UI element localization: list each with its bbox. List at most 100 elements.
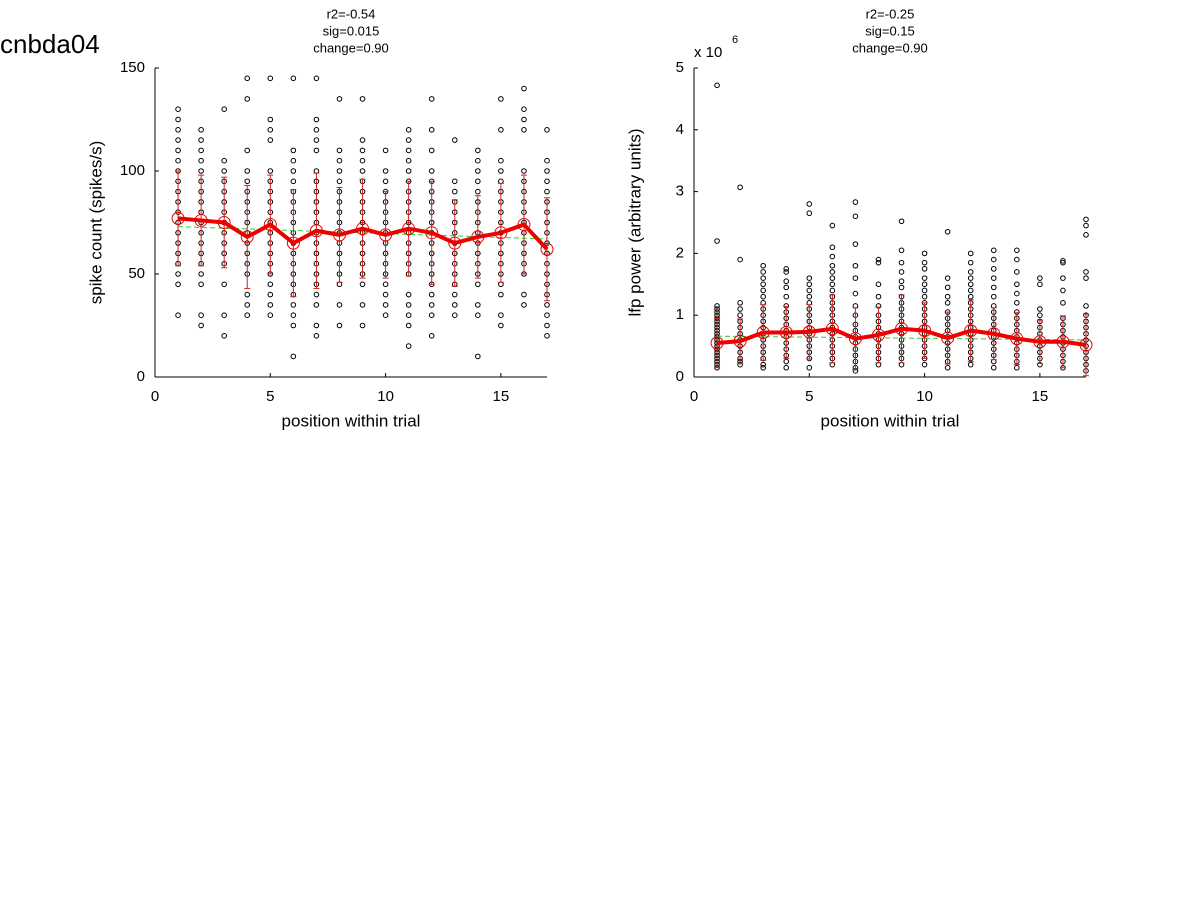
mean-marker: [356, 222, 370, 236]
trial-point: [967, 281, 974, 288]
trial-point: [313, 302, 320, 308]
trial-point: [313, 147, 320, 154]
mean-marker: [779, 326, 793, 340]
trial-point: [783, 293, 790, 300]
mean-marker: [171, 211, 185, 225]
chart-title: sig=0.15: [865, 23, 915, 38]
mean-marker: [194, 213, 208, 227]
trial-point: [175, 127, 181, 133]
mean-marker: [286, 236, 300, 250]
trial-point: [290, 168, 297, 174]
trial-point: [544, 302, 550, 308]
trial-point: [829, 275, 836, 281]
x-tick-label: 15: [493, 388, 510, 405]
trial-point: [428, 302, 435, 308]
mean-marker: [309, 224, 323, 238]
trial-point: [544, 157, 550, 164]
trial-point: [405, 312, 412, 319]
trial-point: [221, 157, 227, 164]
trial-point: [544, 312, 550, 319]
trial-point: [1083, 303, 1089, 309]
trial-point: [875, 256, 882, 263]
trial-point: [405, 127, 412, 133]
trial-point: [714, 238, 720, 244]
trial-point: [475, 353, 481, 360]
trial-point: [475, 157, 481, 164]
trial-point: [267, 291, 274, 298]
y-tick-label: 1: [676, 306, 684, 323]
trial-point: [313, 137, 320, 143]
trial-point: [783, 364, 790, 371]
figure-title: cnbda04: [0, 29, 100, 59]
trial-point: [990, 293, 997, 300]
chart-title: r2=-0.54: [327, 6, 376, 21]
trial-point: [267, 127, 274, 133]
trial-point: [451, 291, 458, 298]
trial-point: [852, 275, 859, 281]
trial-point: [382, 302, 389, 308]
y-tick-label: 50: [128, 265, 145, 282]
trial-point: [382, 178, 389, 185]
trial-point: [267, 312, 274, 319]
trial-point: [451, 137, 458, 143]
trial-point: [244, 96, 251, 102]
trial-point: [382, 312, 389, 319]
y-tick-label: 5: [676, 59, 684, 76]
mean-marker: [1033, 335, 1047, 349]
trial-point: [760, 275, 766, 281]
trial-point: [737, 306, 743, 312]
trial-point: [1014, 247, 1020, 254]
trial-point: [714, 82, 720, 89]
trial-point: [990, 275, 997, 281]
trial-point: [475, 178, 481, 185]
trial-point: [1037, 306, 1043, 312]
trial-point: [475, 168, 481, 174]
trial-point: [428, 312, 435, 319]
trial-point: [336, 157, 343, 164]
x-tick-label: 0: [690, 388, 698, 405]
trial-point: [451, 312, 458, 319]
trial-point: [313, 116, 320, 123]
mean-marker: [895, 322, 909, 336]
trial-point: [944, 300, 951, 306]
y-exponent: 6: [732, 34, 738, 46]
trial-point: [737, 300, 743, 306]
trial-point: [521, 291, 527, 298]
chart-title: sig=0.015: [323, 23, 380, 38]
trial-point: [221, 168, 227, 174]
trial-point: [921, 259, 928, 266]
trial-point: [405, 302, 412, 308]
trial-point: [829, 281, 836, 288]
mean-marker: [425, 226, 439, 240]
trial-point: [267, 168, 274, 174]
trial-point: [829, 253, 836, 260]
mean-marker: [263, 218, 277, 232]
trial-point: [806, 364, 813, 371]
trial-point: [405, 168, 412, 174]
trial-point: [428, 127, 435, 133]
trial-point: [244, 291, 251, 298]
trial-point: [451, 302, 458, 308]
trial-point: [198, 168, 204, 174]
trial-point: [405, 157, 412, 164]
trial-point: [405, 137, 412, 143]
trial-point: [921, 287, 928, 294]
trial-point: [359, 168, 366, 174]
trial-point: [1014, 364, 1020, 371]
trial-point: [967, 293, 974, 300]
trial-point: [498, 157, 504, 164]
mean-marker: [332, 228, 346, 242]
trial-point: [806, 275, 813, 281]
trial-point: [428, 147, 435, 154]
trial-point: [521, 168, 527, 174]
trial-point: [544, 333, 550, 339]
trial-point: [290, 178, 297, 185]
trial-point: [198, 127, 204, 133]
trial-point: [944, 284, 951, 291]
trial-point: [521, 127, 527, 133]
trial-point: [475, 188, 481, 195]
trial-point: [1037, 281, 1043, 288]
chart-title: r2=-0.25: [866, 6, 915, 21]
trial-point: [290, 322, 297, 329]
